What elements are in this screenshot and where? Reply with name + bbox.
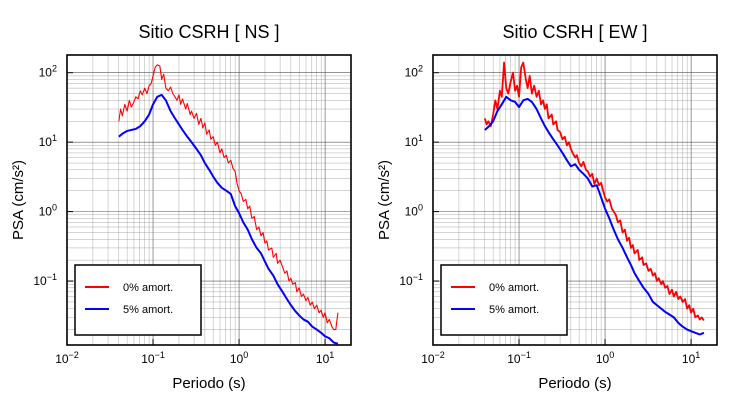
- plot-frame: [66, 54, 352, 346]
- legend: 0% amort. 5% amort.: [440, 264, 568, 336]
- series-line-1: [118, 64, 339, 331]
- series-line-2: [484, 95, 705, 336]
- y-tick-label: 10−1: [33, 272, 57, 288]
- y-tick-label: 101: [39, 133, 57, 149]
- legend-entry: 0% amort.: [123, 282, 173, 294]
- y-axis-label: PSA (cm/s²): [10, 160, 27, 240]
- y-tick-label: 100: [39, 203, 57, 219]
- x-tick-label: 101: [316, 350, 334, 366]
- series-line-2: [118, 93, 339, 345]
- y-axis-label: PSA (cm/s²): [376, 160, 393, 240]
- chart-panel-1: 10−2 10−1 100 101 10−1 100 101 102 Sitio CSRH [ …: [10, 22, 352, 392]
- legend-entry: 0% amort.: [489, 282, 539, 294]
- x-tick-label: 100: [230, 350, 248, 366]
- chart-title: Sitio CSRH [ EW ]: [502, 22, 647, 42]
- legend: 0% amort. 5% amort.: [74, 264, 202, 336]
- x-axis-label: Periodo (s): [538, 375, 611, 392]
- legend-box: [74, 264, 202, 336]
- chart-title: Sitio CSRH [ NS ]: [138, 22, 279, 42]
- legend-entry: 5% amort.: [123, 304, 173, 316]
- chart-panel-2: 10−2 10−1 100 101 10−1 100 101 102 Sitio CSRH [ …: [376, 22, 718, 392]
- legend-box: [440, 264, 568, 336]
- y-tick-label: 10−1: [399, 272, 423, 288]
- x-tick-label: 10−2: [421, 350, 445, 366]
- x-tick-label: 100: [596, 350, 614, 366]
- x-tick-label: 10−1: [507, 350, 531, 366]
- series-line-1: [483, 61, 705, 322]
- legend-entry: 5% amort.: [489, 304, 539, 316]
- y-tick-label: 102: [405, 64, 423, 80]
- y-tick-label: 101: [405, 133, 423, 149]
- plot-frame: [432, 54, 718, 346]
- x-tick-label: 10−1: [141, 350, 165, 366]
- x-tick-label: 10−2: [55, 350, 79, 366]
- y-tick-label: 102: [39, 64, 57, 80]
- y-tick-label: 100: [405, 203, 423, 219]
- x-tick-label: 101: [682, 350, 700, 366]
- x-axis-label: Periodo (s): [172, 375, 245, 392]
